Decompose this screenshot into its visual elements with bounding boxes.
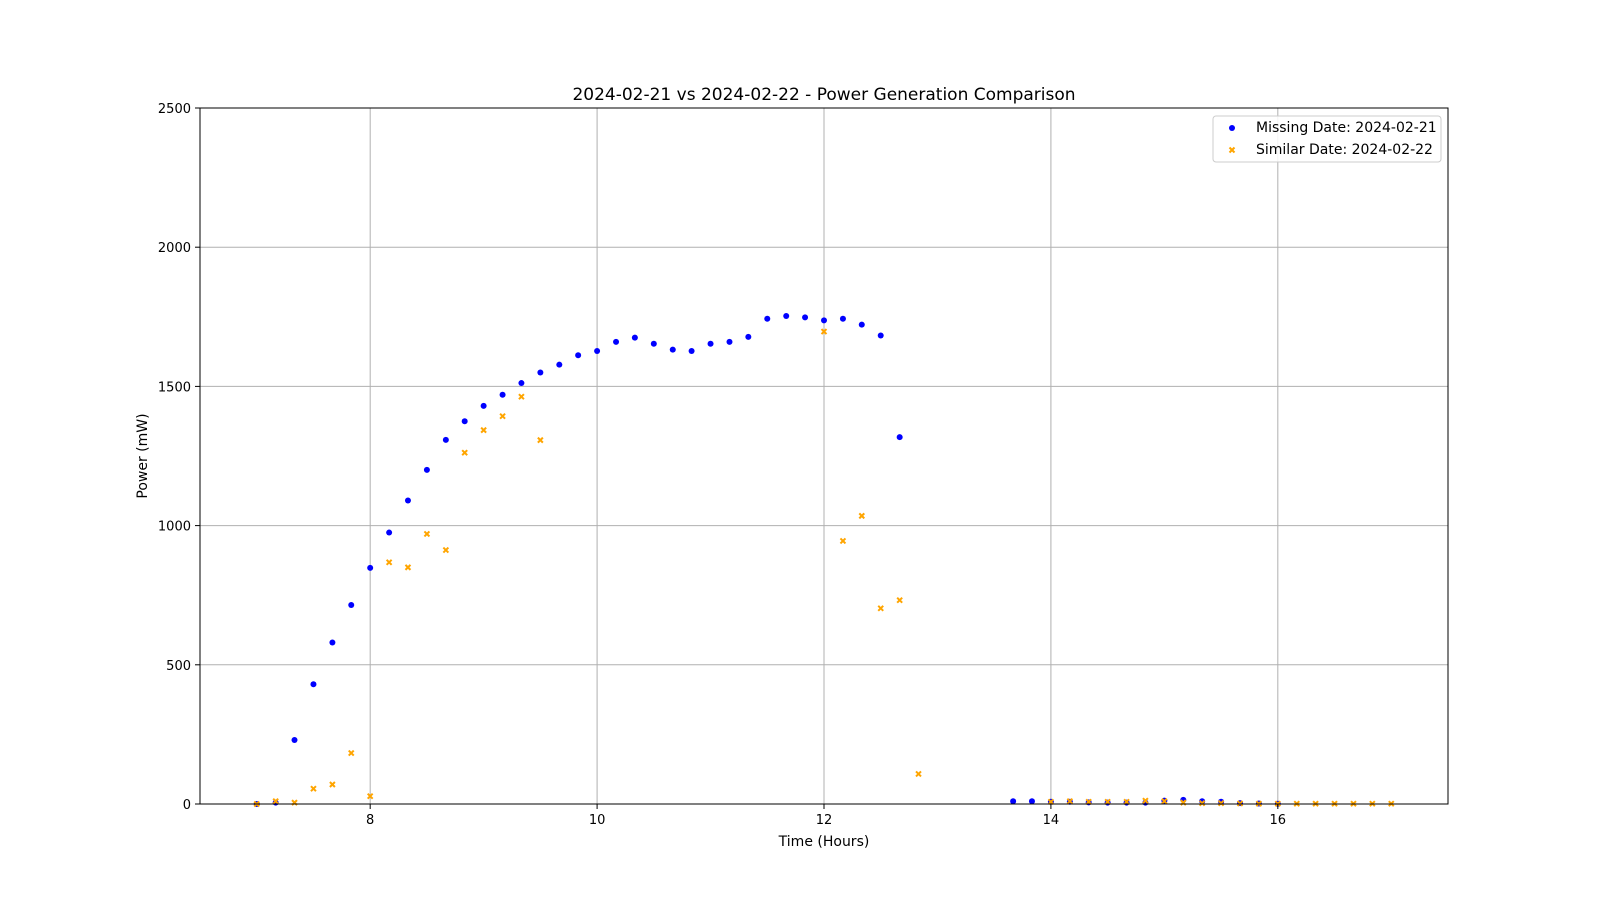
data-point (1217, 799, 1225, 807)
legend: Missing Date: 2024-02-21 Similar Date: 2… (1212, 115, 1442, 163)
data-point (556, 361, 563, 368)
data-point (1198, 799, 1206, 807)
chart-title: 2024-02-21 vs 2024-02-22 - Power Generat… (572, 85, 1075, 105)
y-tick-label: 1500 (158, 380, 191, 395)
y-tick-label: 500 (166, 659, 191, 674)
data-point (1236, 800, 1244, 807)
data-point (404, 497, 411, 504)
x-tick-label: 10 (589, 813, 606, 828)
data-point (783, 312, 790, 319)
data-point (839, 537, 847, 545)
data-point (461, 418, 468, 425)
y-tick-label: 1000 (158, 520, 191, 535)
data-point (1066, 798, 1074, 805)
data-point (499, 391, 506, 398)
data-point (423, 466, 430, 473)
y-tick-label: 0 (183, 798, 191, 813)
data-point (291, 736, 298, 743)
data-point (442, 436, 449, 443)
data-point (1047, 798, 1055, 805)
data-point (310, 785, 317, 792)
x-tick-label: 16 (1270, 813, 1287, 828)
data-point (858, 321, 865, 328)
data-point (386, 529, 393, 536)
data-point (839, 315, 846, 322)
data-point (480, 402, 487, 409)
data-point (650, 340, 657, 347)
data-point (858, 512, 865, 520)
legend-box (1212, 115, 1442, 163)
data-point (613, 338, 620, 345)
data-point (745, 333, 752, 340)
y-tick-label: 2000 (158, 241, 191, 256)
legend-marker-missing (1229, 125, 1235, 131)
data-point (348, 601, 355, 608)
data-point (726, 338, 733, 345)
data-point (518, 380, 525, 387)
data-point (499, 412, 506, 420)
data-point (480, 426, 487, 434)
data-point (877, 605, 884, 612)
data-point (1161, 798, 1168, 805)
data-point (669, 346, 676, 353)
data-point (594, 348, 601, 355)
data-point (764, 315, 771, 322)
data-point (1085, 798, 1092, 805)
data-point (366, 792, 374, 800)
data-point (1104, 798, 1111, 805)
data-point (631, 334, 638, 341)
x-tick-label: 14 (1043, 813, 1060, 828)
x-tick-label: 12 (816, 813, 833, 828)
data-point (310, 681, 317, 688)
data-point (1123, 798, 1130, 805)
data-point (537, 369, 544, 376)
data-point (537, 436, 544, 444)
data-point (896, 434, 903, 441)
data-point (385, 559, 393, 566)
data-point (707, 340, 714, 347)
data-point (1010, 798, 1017, 805)
legend-label-similar: Similar Date: 2024-02-22 (1256, 142, 1433, 158)
data-point (820, 328, 828, 335)
data-point (575, 352, 582, 359)
x-tick-label: 8 (366, 813, 374, 828)
data-point (802, 314, 809, 321)
data-point (442, 546, 450, 554)
data-point (821, 317, 827, 324)
y-axis-label: Power (mW) (135, 413, 151, 498)
data-point (329, 781, 336, 788)
axis-ticks: 8 10 12 14 16 0 500 1000 1500 2000 2500 (158, 102, 1286, 828)
data-point (518, 393, 525, 400)
data-point (272, 798, 279, 805)
legend-label-missing: Missing Date: 2024-02-21 (1256, 120, 1437, 136)
data-point (877, 332, 884, 339)
data-point (915, 770, 922, 778)
data-point (348, 749, 355, 757)
y-tick-label: 2500 (158, 102, 191, 117)
data-point (1028, 798, 1035, 805)
data-point (896, 597, 903, 604)
data-point (1142, 797, 1149, 804)
legend-marker-similar (1228, 146, 1236, 154)
data-point (329, 639, 336, 646)
x-axis-label: Time (Hours) (778, 834, 870, 850)
data-point (404, 564, 412, 571)
data-point (367, 564, 374, 571)
data-point (688, 348, 695, 355)
data-point (461, 449, 468, 456)
data-point (423, 530, 431, 538)
